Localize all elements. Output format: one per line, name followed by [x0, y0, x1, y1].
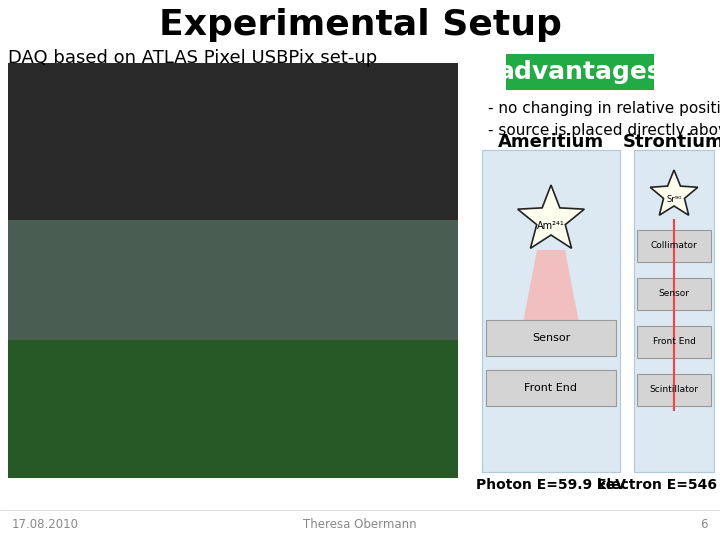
FancyBboxPatch shape — [637, 374, 711, 406]
Text: - source is placed directly above the sensor: - source is placed directly above the se… — [488, 123, 720, 138]
Text: advantages: advantages — [498, 60, 662, 84]
Text: Photon E=59.9 keV: Photon E=59.9 keV — [476, 478, 626, 492]
FancyBboxPatch shape — [8, 220, 458, 340]
FancyBboxPatch shape — [482, 150, 620, 472]
Text: Am²⁴¹: Am²⁴¹ — [537, 221, 565, 231]
Polygon shape — [523, 250, 578, 320]
Polygon shape — [650, 170, 698, 215]
Text: Experimental Setup: Experimental Setup — [158, 8, 562, 42]
FancyBboxPatch shape — [486, 320, 616, 356]
Text: Front End: Front End — [524, 383, 577, 393]
FancyBboxPatch shape — [8, 340, 458, 478]
Text: Collimator: Collimator — [651, 241, 698, 251]
Text: DAQ based on ATLAS Pixel USBPix set-up: DAQ based on ATLAS Pixel USBPix set-up — [8, 49, 377, 67]
Text: - no changing in relative positions: - no changing in relative positions — [488, 100, 720, 116]
FancyBboxPatch shape — [634, 150, 714, 472]
Polygon shape — [518, 185, 585, 248]
Text: Scintillator: Scintillator — [649, 386, 698, 395]
FancyBboxPatch shape — [506, 54, 654, 90]
Text: 6: 6 — [701, 517, 708, 530]
FancyBboxPatch shape — [486, 370, 616, 406]
FancyBboxPatch shape — [8, 63, 458, 478]
Text: Strontium: Strontium — [623, 133, 720, 151]
Text: Front End: Front End — [652, 338, 696, 347]
FancyBboxPatch shape — [637, 326, 711, 358]
Text: Sensor: Sensor — [659, 289, 690, 299]
Text: Electron E=546 keV: Electron E=546 keV — [597, 478, 720, 492]
Text: Sensor: Sensor — [532, 333, 570, 343]
FancyBboxPatch shape — [637, 230, 711, 262]
FancyBboxPatch shape — [8, 63, 458, 220]
Text: Sr⁹⁰: Sr⁹⁰ — [666, 194, 682, 204]
FancyBboxPatch shape — [637, 278, 711, 310]
Text: 17.08.2010: 17.08.2010 — [12, 517, 79, 530]
Text: Ameritium: Ameritium — [498, 133, 604, 151]
Text: Theresa Obermann: Theresa Obermann — [303, 517, 417, 530]
